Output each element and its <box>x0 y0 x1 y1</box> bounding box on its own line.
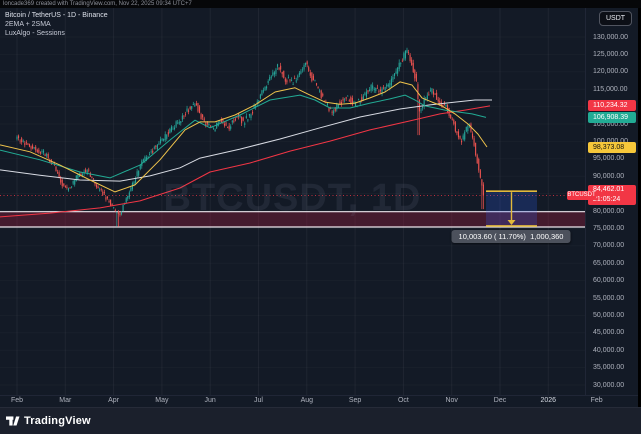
indicator-value-tag: 106,908.39 <box>588 111 636 123</box>
time-axis-label: Aug <box>300 397 314 404</box>
indicator-value-tag: 110,234.32 <box>588 100 636 112</box>
support-zone[interactable] <box>0 211 585 228</box>
footer-bar: TradingView <box>0 407 641 434</box>
time-axis-label: Dec <box>493 397 507 404</box>
indicator-value-tag: 98,373.08 <box>588 141 636 153</box>
last-price-symbol-tag: BTCUSDT <box>567 190 596 200</box>
price-axis-label: 55,000.00 <box>593 294 625 302</box>
last-price-countdown: 21:05:24 <box>593 196 621 204</box>
price-axis-label: 115,000.00 <box>593 85 628 93</box>
legend-indicator-sessions[interactable]: LuxAlgo - Sessions <box>5 30 65 37</box>
tradingview-logo[interactable]: TradingView <box>6 414 91 428</box>
attribution-bar: loncade369 created with TradingView.com,… <box>0 0 641 8</box>
time-axis-label: 2026 <box>540 397 557 404</box>
price-axis-label: 40,000.00 <box>593 346 625 354</box>
ma-line-sma-fast-white[interactable] <box>0 99 492 182</box>
last-price-value: 84,462.01 <box>593 186 625 194</box>
price-axis[interactable]: 130,000.00 125,000.00 120,000.00 115,000.00… <box>586 8 638 395</box>
legend-symbol[interactable]: Bitcoin / TetherUS - 1D - Binance <box>5 12 108 19</box>
price-axis-label: 75,000.00 <box>593 224 625 232</box>
time-axis-label: Jul <box>254 397 263 404</box>
price-axis-label: 50,000.00 <box>593 311 625 319</box>
time-axis-label: Nov <box>445 397 458 404</box>
price-axis-label: 45,000.00 <box>593 329 625 337</box>
time-axis-label: May <box>155 397 169 404</box>
price-axis-label: 125,000.00 <box>593 50 629 58</box>
axis-separator-horizontal <box>0 395 638 396</box>
price-axis-label: 30,000.00 <box>593 381 625 389</box>
price-axis-label: 65,000.00 <box>593 259 625 267</box>
tradingview-logo-icon <box>6 416 20 426</box>
time-axis-label: Feb <box>10 397 24 404</box>
measure-tool[interactable] <box>486 190 537 227</box>
price-axis-label: 100,000.00 <box>593 137 628 146</box>
legend-indicator-ma[interactable]: 2EMA + 2SMA <box>5 21 51 28</box>
ma-line-sma-slow-red[interactable] <box>0 105 491 218</box>
time-axis-label: Jun <box>204 397 216 404</box>
price-axis-label: 95,000.00 <box>593 155 625 163</box>
ma-line-ema-teal[interactable] <box>0 94 487 179</box>
price-axis-label: 80,000.00 <box>593 207 625 215</box>
price-axis-label: 60,000.00 <box>593 277 625 285</box>
candlestick-chart[interactable] <box>0 8 585 395</box>
price-axis-label: 130,000.00 <box>593 33 629 41</box>
grid-lines <box>16 8 549 395</box>
time-axis-label: Feb <box>590 397 603 404</box>
chart-legend: Bitcoin / TetherUS - 1D - Binance 2EMA +… <box>5 11 108 38</box>
price-axis-label: 120,000.00 <box>593 68 629 76</box>
chart-pane[interactable]: BTCUSDT, 1D Bitcoin / TetherUS - 1D - Bi… <box>0 8 638 407</box>
tradingview-wordmark: TradingView <box>24 415 91 427</box>
time-axis-label: Oct <box>397 397 409 404</box>
currency-toggle-button[interactable]: USDT <box>599 11 632 26</box>
time-axis-label: Apr <box>108 397 120 404</box>
price-axis-label: 90,000.00 <box>593 172 625 180</box>
time-axis-label: Mar <box>59 397 72 404</box>
price-axis-label: 35,000.00 <box>593 364 625 372</box>
price-axis-label: 105,000.00 <box>593 120 629 128</box>
measure-tooltip: 10,003.60 ( 11.70%) 1,000,360 <box>451 230 571 243</box>
price-axis-label: 70,000.00 <box>593 242 625 250</box>
symbol-watermark: BTCUSDT, 1D <box>163 177 422 219</box>
attribution-text: loncade369 created with TradingView.com,… <box>3 1 192 7</box>
last-price-tag: 84,462.01 21:05:24 <box>588 185 636 206</box>
time-axis-label: Sep <box>348 397 362 404</box>
ma-line-ema-yellow[interactable] <box>0 81 488 193</box>
axis-separator-vertical <box>585 8 586 395</box>
